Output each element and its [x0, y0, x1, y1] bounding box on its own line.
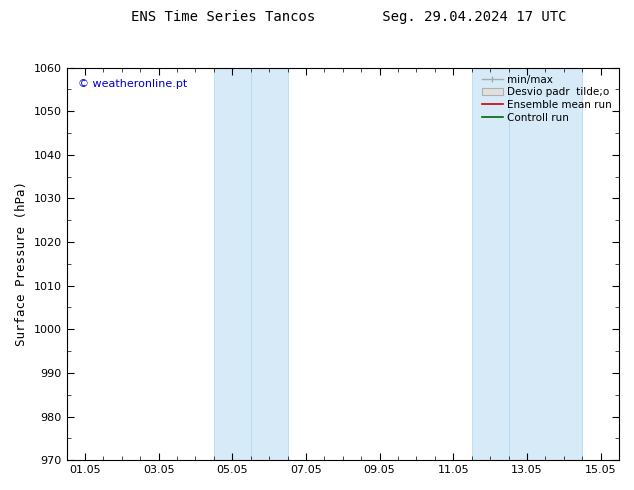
Bar	[250, 68, 288, 460]
Text: © weatheronline.pt: © weatheronline.pt	[77, 79, 187, 89]
Legend: min/max, Desvio padr  tilde;o, Ensemble mean run, Controll run: min/max, Desvio padr tilde;o, Ensemble m…	[480, 73, 614, 125]
Bar	[214, 68, 250, 460]
Bar	[508, 68, 582, 460]
Text: ENS Time Series Tancos        Seg. 29.04.2024 17 UTC: ENS Time Series Tancos Seg. 29.04.2024 1…	[131, 10, 566, 24]
Bar	[472, 68, 508, 460]
Y-axis label: Surface Pressure (hPa): Surface Pressure (hPa)	[15, 181, 28, 346]
